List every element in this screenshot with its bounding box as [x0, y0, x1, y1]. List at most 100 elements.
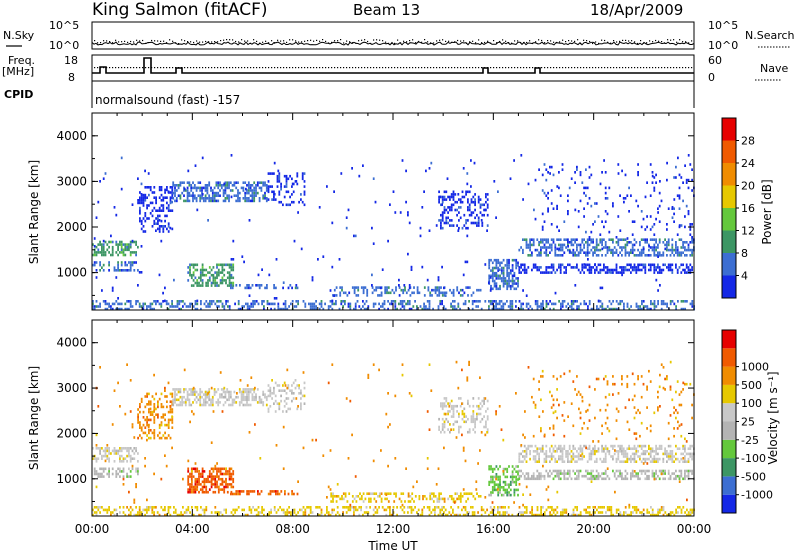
data-cell [129, 243, 132, 246]
data-cell [474, 423, 476, 426]
data-cell [572, 254, 575, 257]
data-cell [392, 190, 395, 193]
data-cell [513, 491, 516, 494]
data-cell [153, 506, 155, 509]
nave-dot [349, 67, 351, 69]
data-cell [178, 300, 181, 303]
data-cell [225, 281, 227, 285]
data-cell [411, 492, 414, 495]
data-cell [438, 500, 441, 503]
data-cell [689, 233, 692, 236]
data-cell [590, 469, 593, 473]
data-cell [162, 199, 165, 202]
data-cell [166, 206, 168, 210]
data-cell [540, 254, 542, 257]
data-cell [217, 485, 220, 489]
data-cell [246, 199, 248, 203]
data-cell [407, 492, 410, 495]
data-cell [541, 228, 544, 231]
nave-dot [169, 67, 171, 69]
data-cell [689, 382, 692, 386]
data-cell [610, 268, 612, 272]
data-cell [275, 297, 278, 300]
data-cell [258, 181, 261, 184]
data-cell [213, 388, 216, 391]
data-cell [666, 266, 668, 269]
data-cell [574, 284, 577, 287]
data-cell [603, 263, 605, 267]
data-cell [570, 477, 573, 481]
data-cell [438, 219, 440, 222]
data-cell [637, 268, 640, 271]
data-cell [559, 469, 562, 473]
data-cell [522, 450, 524, 453]
data-cell [248, 305, 251, 308]
data-cell [502, 307, 505, 311]
data-cell [626, 237, 629, 240]
data-cell [669, 254, 672, 257]
data-cell [691, 238, 693, 241]
data-cell [126, 243, 128, 246]
nave-dot [400, 67, 402, 69]
data-cell [219, 395, 221, 399]
data-cell [108, 467, 110, 471]
data-cell [205, 281, 208, 285]
data-cell [166, 196, 168, 199]
data-cell [298, 200, 300, 204]
data-cell [300, 402, 302, 405]
noise-search-dot [487, 40, 489, 42]
data-cell [622, 238, 625, 241]
data-cell [296, 384, 299, 387]
data-cell [120, 245, 123, 249]
data-cell [558, 457, 560, 461]
data-cell [450, 224, 453, 227]
nave-dot [295, 67, 297, 69]
data-cell [476, 404, 478, 408]
noise-search-dot [142, 39, 144, 42]
nave-dot [475, 67, 477, 69]
data-cell [517, 493, 519, 497]
data-cell [508, 258, 510, 262]
data-cell [515, 488, 518, 492]
data-cell [222, 199, 225, 203]
nave-dot [691, 67, 693, 69]
data-cell [680, 474, 683, 478]
data-cell [556, 238, 558, 241]
data-cell [547, 171, 549, 174]
data-cell [691, 403, 693, 407]
data-cell [238, 199, 241, 203]
data-cell [506, 271, 509, 275]
data-cell [210, 483, 213, 486]
data-cell [241, 255, 244, 258]
data-cell [199, 268, 202, 272]
data-cell [302, 300, 305, 303]
data-cell [436, 288, 439, 292]
data-cell [192, 279, 195, 282]
data-cell [491, 470, 494, 473]
data-cell [115, 470, 118, 473]
data-cell [199, 271, 202, 274]
noise-search-dot [283, 40, 285, 42]
data-cell [257, 302, 260, 306]
data-cell [649, 429, 652, 433]
data-cell [675, 390, 677, 394]
data-cell [223, 488, 226, 491]
data-cell [567, 452, 569, 456]
data-cell [583, 238, 585, 241]
data-cell [440, 221, 442, 225]
data-cell [541, 447, 544, 450]
nave-dot [268, 67, 270, 69]
noise-search-dot [496, 42, 498, 44]
noise-search-dot [316, 39, 318, 41]
data-cell [221, 271, 224, 274]
data-cell [549, 427, 551, 430]
data-cell [648, 474, 650, 478]
nave-dot [208, 67, 210, 69]
data-cell [115, 449, 118, 453]
data-cell [601, 302, 604, 306]
data-cell [327, 305, 330, 308]
data-cell [542, 305, 544, 308]
data-cell [608, 246, 611, 249]
data-cell [184, 199, 187, 203]
data-cell [509, 269, 512, 272]
